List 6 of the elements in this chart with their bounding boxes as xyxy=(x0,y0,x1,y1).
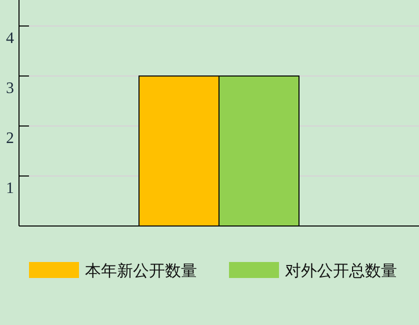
y-tick-label: 4 xyxy=(6,30,14,47)
y-tick-label: 2 xyxy=(6,130,14,147)
legend-label: 本年新公开数量 xyxy=(85,261,197,280)
y-tick-label: 1 xyxy=(6,180,14,197)
legend-label: 对外公开总数量 xyxy=(285,261,397,280)
y-tick-label: 3 xyxy=(6,80,14,97)
